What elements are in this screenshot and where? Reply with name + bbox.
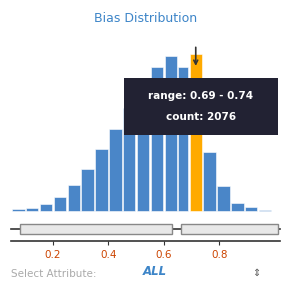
Bar — [231, 203, 244, 211]
Bar — [109, 129, 122, 211]
Bar — [245, 208, 257, 211]
Text: range: 0.69 - 0.74: range: 0.69 - 0.74 — [148, 91, 253, 101]
Text: Select Attribute:: Select Attribute: — [11, 269, 97, 279]
Bar — [190, 54, 202, 211]
Bar — [151, 67, 163, 211]
Bar — [203, 152, 216, 211]
FancyBboxPatch shape — [180, 224, 277, 233]
Text: count: 2076: count: 2076 — [166, 112, 236, 122]
FancyBboxPatch shape — [124, 78, 277, 135]
Bar — [95, 149, 108, 211]
Bar — [12, 210, 25, 211]
Bar — [164, 56, 177, 211]
Bar — [54, 197, 66, 211]
Bar — [178, 67, 188, 211]
Text: ALL: ALL — [143, 265, 167, 278]
Bar — [67, 185, 80, 211]
FancyBboxPatch shape — [20, 224, 172, 233]
Text: ⇕: ⇕ — [252, 268, 260, 278]
Bar — [40, 204, 52, 211]
Bar — [123, 108, 136, 211]
Bar — [26, 208, 38, 211]
Bar — [259, 210, 271, 211]
Bar — [137, 86, 149, 211]
Bar — [82, 168, 94, 211]
Bar — [217, 186, 230, 211]
Title: Bias Distribution: Bias Distribution — [94, 12, 197, 26]
